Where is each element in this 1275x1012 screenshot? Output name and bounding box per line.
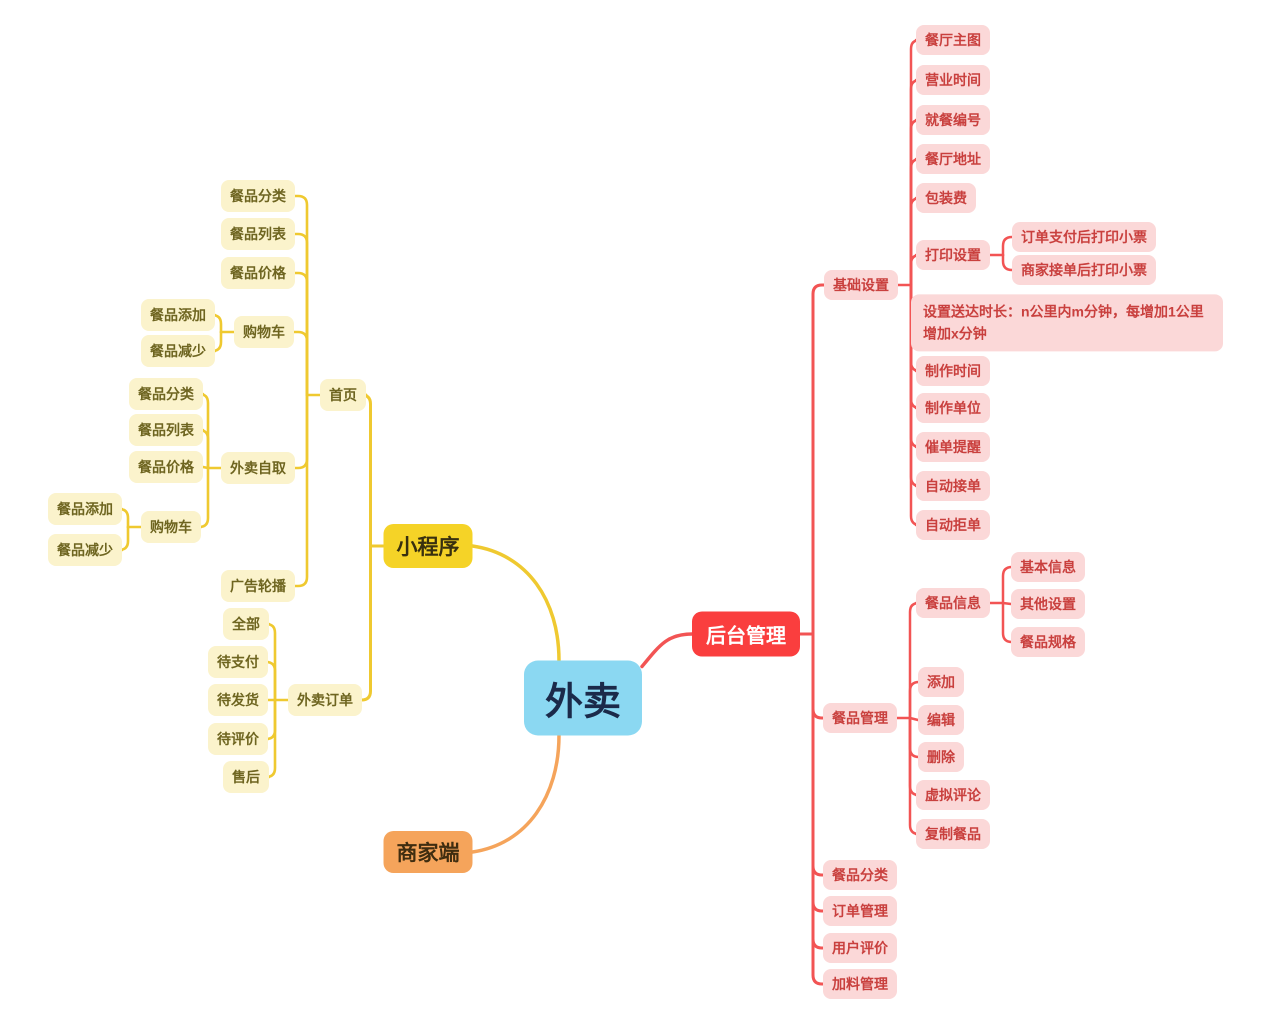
mindmap-edge: [908, 716, 920, 836]
node-auto-accept[interactable]: 自动接单: [916, 471, 990, 501]
node-user-reviews[interactable]: 用户评价: [823, 933, 897, 963]
mindmap-edge: [293, 393, 309, 470]
mindmap-edge: [908, 716, 920, 722]
node-cart2-add[interactable]: 餐品添加: [48, 493, 122, 525]
node-food-spec[interactable]: 餐品规格: [1011, 627, 1085, 657]
mindmap-edge: [640, 632, 694, 669]
node-virtual-comments[interactable]: 虚拟评论: [916, 780, 990, 810]
node-topping-management[interactable]: 加料管理: [823, 969, 897, 999]
node-cart2-minus[interactable]: 餐品减少: [48, 534, 122, 566]
node-basic-info[interactable]: 基本信息: [1011, 552, 1085, 582]
mindmap-edge: [293, 194, 309, 397]
node-admin[interactable]: 后台管理: [692, 611, 800, 657]
node-order-management[interactable]: 订单管理: [823, 896, 897, 926]
node-mini-program[interactable]: 小程序: [383, 524, 473, 568]
node-order-aftersale[interactable]: 售后: [223, 761, 269, 793]
mindmap-edge: [1001, 253, 1014, 272]
node-food-add[interactable]: 添加: [918, 667, 964, 697]
node-making-time[interactable]: 制作时间: [916, 356, 990, 386]
node-food-category[interactable]: 餐品分类: [823, 860, 897, 890]
node-order-pending-ship[interactable]: 待发货: [208, 684, 268, 716]
node-business-hours[interactable]: 营业时间: [916, 65, 990, 95]
mindmap-edge: [293, 271, 309, 397]
mindmap-edge: [293, 232, 309, 397]
node-food-info[interactable]: 餐品信息: [916, 588, 990, 618]
node-waimai-order[interactable]: 外卖订单: [288, 684, 362, 716]
mindmap-edge: [908, 601, 920, 720]
mindmap-edge: [361, 393, 372, 548]
node-print-after-pay[interactable]: 订单支付后打印小票: [1012, 222, 1156, 252]
node-dining-number[interactable]: 就餐编号: [916, 105, 990, 135]
node-urge-reminder[interactable]: 催单提醒: [916, 432, 990, 462]
mindmap-edge: [470, 733, 561, 854]
node-home[interactable]: 首页: [320, 379, 366, 411]
node-print-after-accept[interactable]: 商家接单后打印小票: [1012, 255, 1156, 285]
node-order-pending-review[interactable]: 待评价: [208, 723, 268, 755]
node-auto-reject[interactable]: 自动拒单: [916, 510, 990, 540]
mindmap-edge: [811, 283, 826, 636]
node-food-edit[interactable]: 编辑: [918, 705, 964, 735]
node-making-unit[interactable]: 制作单位: [916, 393, 990, 423]
mindmap-edge: [1001, 601, 1013, 606]
node-pickup-food-category[interactable]: 餐品分类: [129, 378, 203, 410]
node-order-pending-pay[interactable]: 待支付: [208, 646, 268, 678]
node-other-settings[interactable]: 其他设置: [1011, 589, 1085, 619]
node-pickup-food-price[interactable]: 餐品价格: [129, 451, 203, 483]
mindmap-edge: [292, 330, 309, 397]
node-home-cart[interactable]: 购物车: [234, 316, 294, 348]
node-home-food-category[interactable]: 餐品分类: [221, 180, 295, 212]
mindmap-edge: [360, 544, 372, 702]
node-food-management[interactable]: 餐品管理: [823, 703, 897, 733]
node-waimai[interactable]: 外卖: [523, 660, 643, 736]
node-packing-fee[interactable]: 包装费: [916, 183, 976, 213]
mindmap-edge: [470, 544, 561, 663]
node-pickup[interactable]: 外卖自取: [221, 452, 295, 484]
node-merchant[interactable]: 商家端: [383, 831, 473, 873]
node-cart1-minus[interactable]: 餐品减少: [141, 335, 215, 367]
node-home-food-price[interactable]: 餐品价格: [221, 257, 295, 289]
node-food-delete[interactable]: 删除: [918, 742, 964, 772]
node-pickup-food-list[interactable]: 餐品列表: [129, 414, 203, 446]
node-print-settings[interactable]: 打印设置: [916, 240, 990, 270]
node-restaurant-image[interactable]: 餐厅主图: [916, 25, 990, 55]
mindmap-edge: [811, 632, 825, 986]
node-cart1-add[interactable]: 餐品添加: [141, 299, 215, 331]
node-home-food-list[interactable]: 餐品列表: [221, 218, 295, 250]
node-delivery-time[interactable]: 设置送达时长：n公里内m分钟，每增加1公里增加x分钟: [911, 294, 1223, 352]
node-pickup-cart[interactable]: 购物车: [141, 511, 201, 543]
node-ad-carousel[interactable]: 广告轮播: [221, 570, 295, 602]
node-restaurant-address[interactable]: 餐厅地址: [916, 144, 990, 174]
node-copy-food[interactable]: 复制餐品: [916, 819, 990, 849]
node-order-all[interactable]: 全部: [223, 608, 269, 640]
mindmap-edge: [293, 393, 309, 588]
mindmap-edge: [1001, 235, 1014, 257]
node-basic-settings[interactable]: 基础设置: [824, 270, 898, 300]
